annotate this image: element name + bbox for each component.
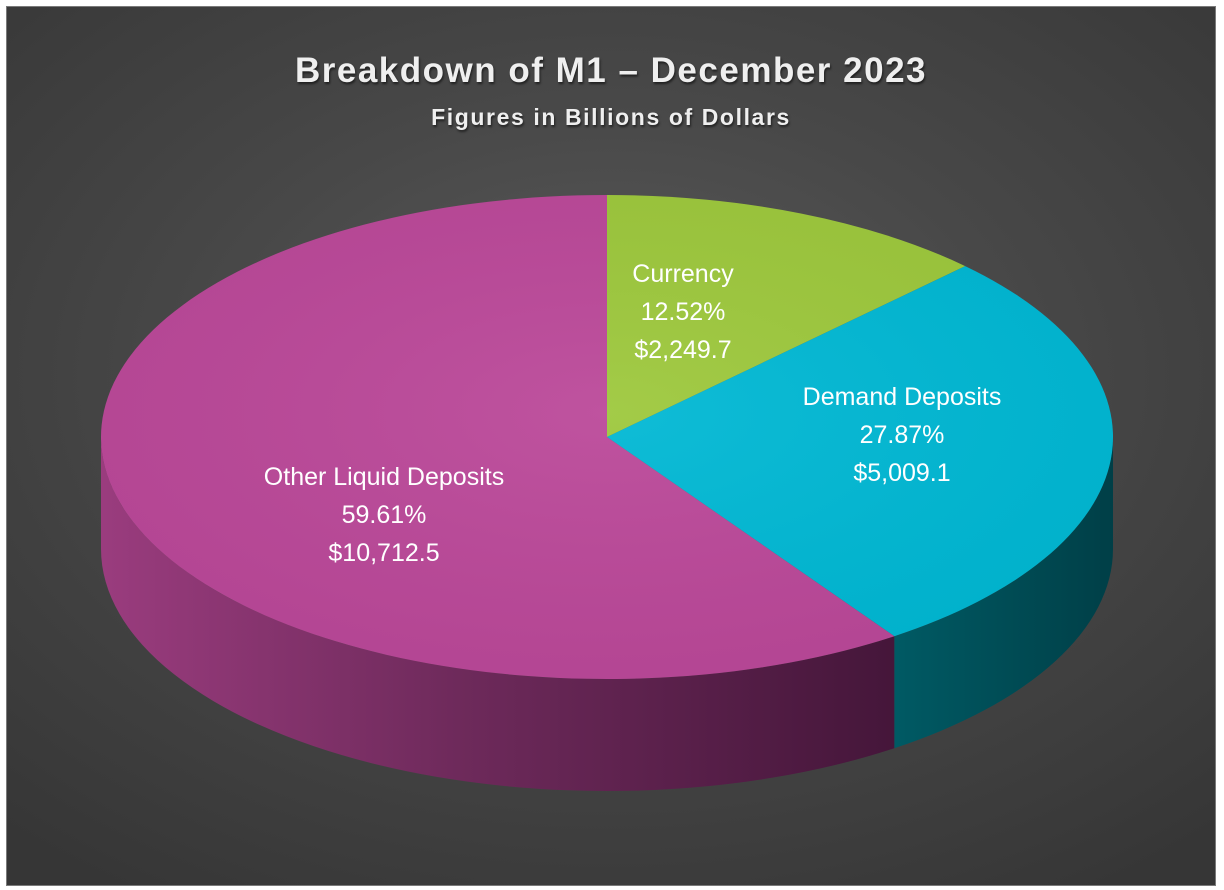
pie-chart: Currency 12.52% $2,249.7 Demand Deposits 27.… [101, 195, 1113, 791]
data-label-other-liquid-deposits: Other Liquid Deposits 59.61% $10,712.5 [264, 463, 504, 567]
pie-side-demand-deposits [894, 437, 1113, 749]
label-percent-demand-deposits: 27.87% [860, 421, 945, 449]
label-category-demand-deposits: Demand Deposits [803, 383, 1002, 411]
label-value-currency: $2,249.7 [634, 336, 731, 364]
label-percent-currency: 12.52% [641, 298, 726, 326]
label-category-other-liquid-deposits: Other Liquid Deposits [264, 463, 504, 491]
chart-title: Breakdown of M1 – December 2023 [294, 51, 927, 90]
pie-side-other-liquid-deposits [101, 437, 895, 791]
pie-top-highlight [101, 195, 1113, 679]
label-value-demand-deposits: $5,009.1 [853, 459, 950, 487]
data-label-demand-deposits: Demand Deposits 27.87% $5,009.1 [803, 383, 1002, 487]
chart-area: Breakdown of M1 – December 2023 Figures … [6, 6, 1216, 886]
chart-subtitle: Figures in Billions of Dollars [431, 104, 791, 130]
label-percent-other-liquid-deposits: 59.61% [342, 501, 427, 529]
label-category-currency: Currency [632, 260, 734, 288]
label-value-other-liquid-deposits: $10,712.5 [328, 539, 439, 567]
data-label-currency: Currency 12.52% $2,249.7 [632, 260, 734, 364]
